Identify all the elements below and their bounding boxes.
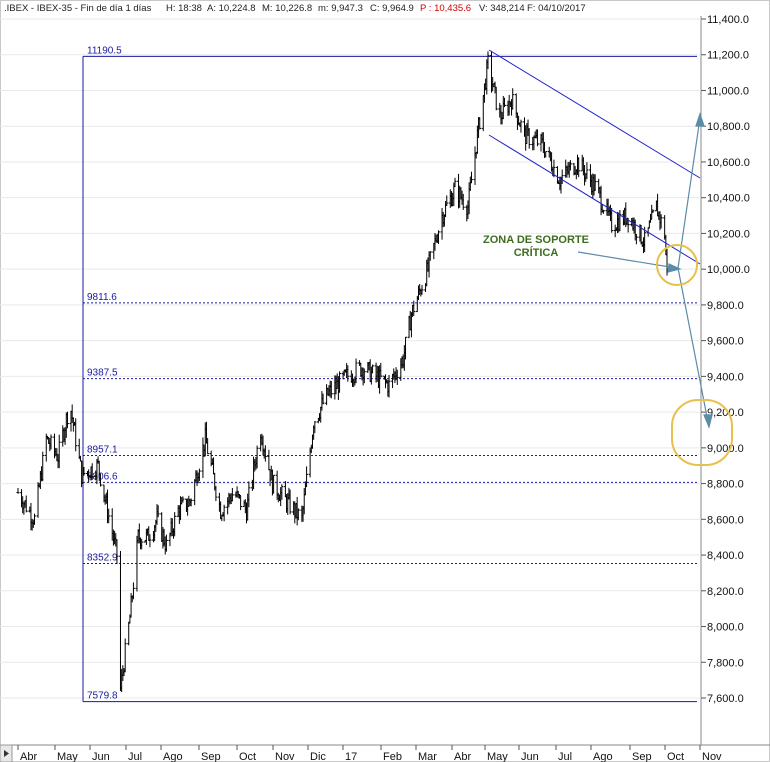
support-circle bbox=[656, 244, 698, 286]
grid bbox=[0, 18, 701, 699]
annotation-line1: ZONA DE SOPORTE bbox=[483, 234, 589, 246]
header-symbol: .IBEX - IBEX-35 - Fin de día 1 días bbox=[4, 3, 152, 14]
x-tick-label: Jul bbox=[558, 751, 572, 762]
x-tick-label: Nov bbox=[702, 751, 722, 762]
x-tick-label: Abr bbox=[20, 751, 37, 762]
y-tick-label: 9,000.0 bbox=[707, 443, 744, 455]
fib-level-label: 7579.8 bbox=[87, 691, 118, 702]
arrow-annotation-head bbox=[667, 263, 682, 273]
projection-arrows bbox=[577, 112, 713, 429]
header-v: V: 348,214 bbox=[479, 3, 525, 14]
y-tick-label: 11,400.0 bbox=[707, 14, 749, 26]
arrow-down-line bbox=[677, 267, 709, 423]
y-tick-label: 8,000.0 bbox=[707, 622, 744, 634]
channel-lower-line bbox=[488, 134, 701, 265]
fibonacci-levels: 11190.5 9811.6 9387.5 8957.1 8806.6 8352.9 757… bbox=[82, 45, 697, 703]
header-f: F: 04/10/2017 bbox=[527, 3, 586, 14]
x-tick-label: Nov bbox=[275, 751, 295, 762]
chart-header: .IBEX - IBEX-35 - Fin de día 1 días H: 1… bbox=[4, 3, 586, 14]
arrow-annotation-line bbox=[577, 251, 677, 269]
x-axis-ticks: Abr May Jun Jul Ago Sep Oct Nov Dic 17 Feb Mar Abr Ma… bbox=[17, 745, 722, 762]
arrow-down-head bbox=[703, 414, 713, 429]
channel-upper-line bbox=[488, 49, 701, 179]
header-p: P : 10,435.6 bbox=[420, 3, 471, 14]
y-tick-label: 9,800.0 bbox=[707, 300, 744, 312]
y-tick-label: 10,400.0 bbox=[707, 193, 750, 205]
y-tick-label: 9,200.0 bbox=[707, 407, 744, 419]
y-tick-label: 7,800.0 bbox=[707, 657, 744, 669]
header-a: A: 10,224.8 bbox=[207, 3, 256, 14]
y-tick-label: 10,200.0 bbox=[707, 228, 750, 240]
y-tick-label: 8,400.0 bbox=[707, 550, 744, 562]
fib-level-label: 9387.5 bbox=[87, 368, 118, 379]
x-tick-label: Sep bbox=[201, 751, 221, 762]
fib-level-label: 9811.6 bbox=[87, 292, 117, 303]
x-tick-label: 17 bbox=[345, 751, 357, 762]
x-tick-label: Jul bbox=[128, 751, 142, 762]
x-tick-label: Ago bbox=[163, 751, 183, 762]
x-tick-label: Jun bbox=[92, 751, 110, 762]
trend-channel bbox=[488, 49, 701, 265]
x-tick-label: Oct bbox=[667, 751, 684, 762]
x-tick-label: Abr bbox=[454, 751, 471, 762]
y-tick-label: 10,800.0 bbox=[707, 121, 750, 133]
target-zone-circle bbox=[671, 399, 733, 466]
y-tick-label: 11,000.0 bbox=[707, 85, 749, 97]
y-tick-label: 9,600.0 bbox=[707, 336, 744, 348]
y-tick-label: 8,200.0 bbox=[707, 586, 744, 598]
arrow-up-line bbox=[677, 117, 701, 269]
y-tick-label: 10,600.0 bbox=[707, 157, 750, 169]
y-tick-label: 10,000.0 bbox=[707, 264, 750, 276]
header-c: C: 9,964.9 bbox=[370, 3, 414, 14]
x-tick-label: Sep bbox=[632, 751, 652, 762]
x-tick-label: Dic bbox=[310, 751, 326, 762]
x-tick-label: May bbox=[57, 751, 78, 762]
price-series bbox=[16, 50, 669, 693]
fib-level-label: 11190.5 bbox=[87, 45, 122, 56]
header-m: M: 10,226.8 bbox=[262, 3, 312, 14]
x-tick-label: Jun bbox=[521, 751, 539, 762]
arrow-up-head bbox=[695, 112, 705, 127]
x-tick-label: May bbox=[487, 751, 508, 762]
scroll-arrow-icon[interactable] bbox=[4, 750, 9, 757]
y-tick-label: 11,200.0 bbox=[707, 50, 749, 62]
header-h: H: 18:38 bbox=[166, 3, 202, 14]
y-tick-label: 9,400.0 bbox=[707, 371, 744, 383]
fib-level-label: 8352.9 bbox=[87, 552, 118, 563]
fib-level-label: 8806.6 bbox=[87, 471, 118, 482]
x-tick-label: Oct bbox=[239, 751, 256, 762]
y-tick-label: 8,600.0 bbox=[707, 514, 744, 526]
fib-level-label: 8957.1 bbox=[87, 445, 118, 456]
header-min: m: 9,947.3 bbox=[318, 3, 363, 14]
x-tick-label: Mar bbox=[418, 751, 437, 762]
y-tick-label: 8,800.0 bbox=[707, 479, 744, 491]
y-axis-ticks: 11,400.0 11,200.0 11,000.0 10,800.0 10,600.0… bbox=[701, 14, 750, 705]
x-tick-label: Feb bbox=[383, 751, 402, 762]
annotation-line2: CRÍTICA bbox=[514, 246, 559, 259]
y-tick-label: 7,600.0 bbox=[707, 693, 744, 705]
x-tick-label: Ago bbox=[593, 751, 613, 762]
